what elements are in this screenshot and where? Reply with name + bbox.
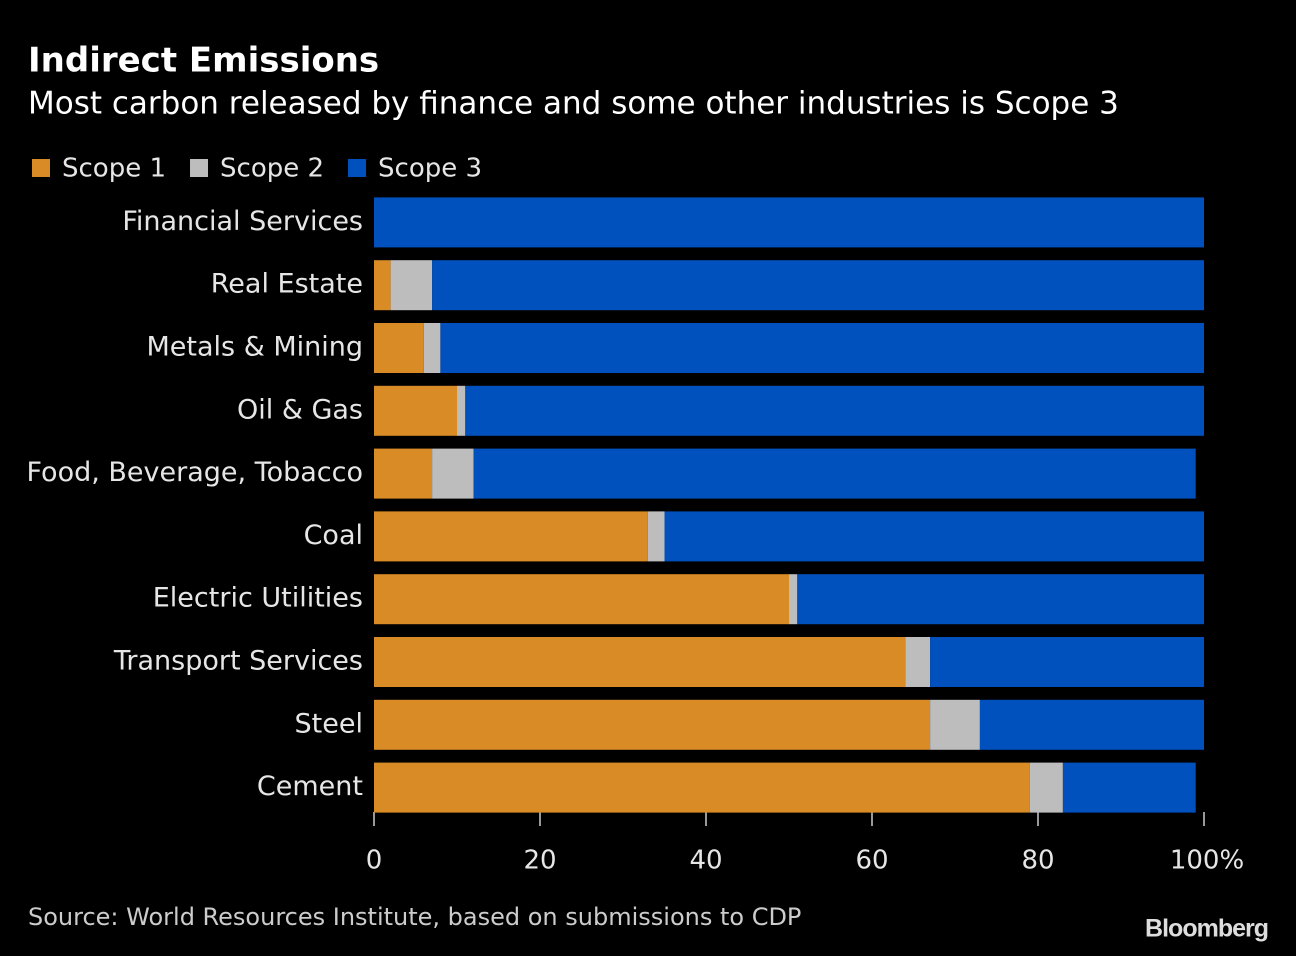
y-tick-label: Metals & Mining <box>147 332 364 363</box>
bar-segment <box>374 385 457 436</box>
x-tick-label: 80 <box>1021 846 1054 876</box>
bar-segment <box>647 511 665 562</box>
x-tick-label: 0 <box>366 846 383 876</box>
bar-segment <box>797 574 1204 625</box>
bar-segment <box>664 511 1204 562</box>
y-tick-label: Food, Beverage, Tobacco <box>26 457 363 488</box>
y-tick-label: Cement <box>257 771 363 802</box>
bar-segment <box>374 197 1204 248</box>
x-tick-label: 60 <box>855 846 888 876</box>
bar-segment <box>423 323 441 373</box>
bar-segment <box>930 699 980 750</box>
legend-label: Scope 1 <box>62 154 166 184</box>
bar-segment <box>374 448 433 499</box>
chart-title: Indirect Emissions <box>28 41 379 81</box>
legend-label: Scope 3 <box>378 154 482 184</box>
x-tick-label: 20 <box>523 846 556 876</box>
y-tick-label: Steel <box>295 708 363 739</box>
bar-segment <box>374 637 906 687</box>
y-tick-label: Financial Services <box>122 206 363 237</box>
x-tick-label: 40 <box>689 846 722 876</box>
y-tick-label: Transport Services <box>113 646 363 677</box>
bar-segment <box>374 574 789 625</box>
bar-segment <box>473 448 1196 499</box>
bar-segment <box>374 762 1030 813</box>
brand-logo: Bloomberg <box>1145 915 1268 943</box>
bar-segment <box>457 385 466 436</box>
bar-segment <box>432 448 474 499</box>
chart-subtitle: Most carbon released by finance and some… <box>28 86 1119 122</box>
legend-swatch <box>348 159 367 177</box>
y-tick-label: Real Estate <box>211 269 363 300</box>
x-tick-label: 100% <box>1170 846 1244 876</box>
source: Source: World Resources Institute, based… <box>28 903 801 931</box>
y-tick-label: Electric Utilities <box>153 583 363 614</box>
bar-segment <box>979 699 1204 750</box>
legend-swatch <box>32 159 50 177</box>
bar-segment <box>374 699 931 750</box>
y-tick-label: Coal <box>304 520 363 551</box>
bar-segment <box>432 260 1205 311</box>
bar-segment <box>390 260 433 311</box>
bar-segment <box>374 511 648 562</box>
bar-segment <box>440 323 1204 373</box>
bar-segment <box>789 574 798 625</box>
y-tick-label: Oil & Gas <box>237 394 363 425</box>
bar-segment <box>905 637 931 687</box>
bar-segment <box>374 260 391 311</box>
bar-segment <box>465 385 1204 436</box>
bar-segment <box>374 323 424 373</box>
bar-segment <box>1062 762 1196 813</box>
legend-label: Scope 2 <box>220 154 324 184</box>
legend-swatch <box>190 159 209 177</box>
bar-segment <box>930 637 1204 687</box>
bar-segment <box>1029 762 1063 813</box>
